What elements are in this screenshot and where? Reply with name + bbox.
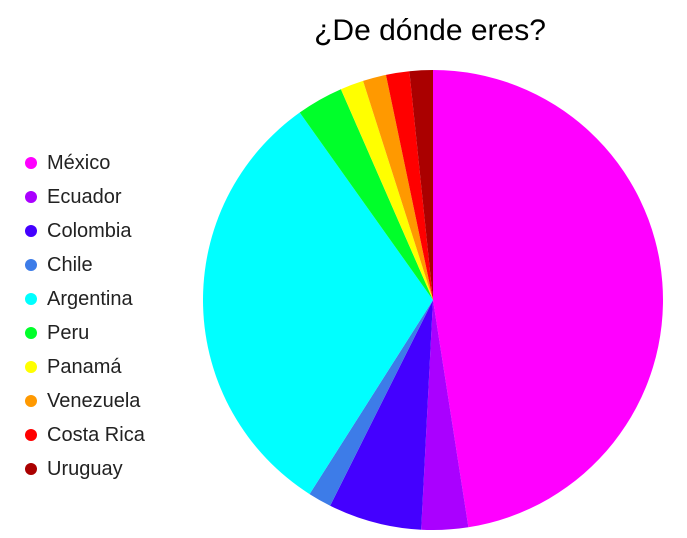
pie-slice-méxico — [433, 70, 663, 528]
legend-marker — [25, 225, 37, 237]
legend-marker — [25, 259, 37, 271]
pie-slice-panamá — [340, 80, 433, 300]
legend-label: Venezuela — [47, 389, 141, 412]
legend-label: Chile — [47, 253, 93, 276]
legend-item: Colombia — [25, 214, 145, 248]
legend-label: Peru — [47, 321, 90, 344]
legend-item: Venezuela — [25, 384, 145, 418]
legend-item: Chile — [25, 248, 145, 282]
chart-title: ¿De dónde eres? — [314, 14, 546, 47]
legend-marker — [25, 191, 37, 203]
pie-slice-colombia — [330, 300, 433, 530]
legend-item: Argentina — [25, 282, 145, 316]
legend-marker — [25, 157, 37, 169]
pie-slice-chile — [309, 300, 433, 506]
pie-slice-ecuador — [421, 300, 469, 530]
legend-marker — [25, 429, 37, 441]
legend-label: Colombia — [47, 219, 132, 242]
legend-item: Costa Rica — [25, 418, 145, 452]
legend-label: México — [47, 151, 111, 174]
legend-label: Ecuador — [47, 185, 122, 208]
legend-marker — [25, 327, 37, 339]
legend-marker — [25, 293, 37, 305]
legend-marker — [25, 463, 37, 475]
pie-slice-venezuela — [363, 74, 433, 300]
legend-marker — [25, 395, 37, 407]
legend-item: Ecuador — [25, 180, 145, 214]
pie-slice-uruguay — [409, 70, 433, 300]
legend-item: México — [25, 146, 145, 180]
legend-label: Costa Rica — [47, 423, 145, 446]
legend-item: Panamá — [25, 350, 145, 384]
legend-item: Uruguay — [25, 452, 145, 486]
pie-slice-peru — [299, 89, 433, 301]
pie-slice-costa-rica — [385, 71, 433, 301]
legend: México Ecuador Colombia Chile Argentina Peru P… — [25, 146, 145, 486]
legend-item: Peru — [25, 316, 145, 350]
legend-label: Panamá — [47, 355, 122, 378]
legend-marker — [25, 361, 37, 373]
legend-label: Uruguay — [47, 457, 123, 480]
legend-label: Argentina — [47, 287, 133, 310]
pie-slice-argentina — [203, 112, 433, 495]
